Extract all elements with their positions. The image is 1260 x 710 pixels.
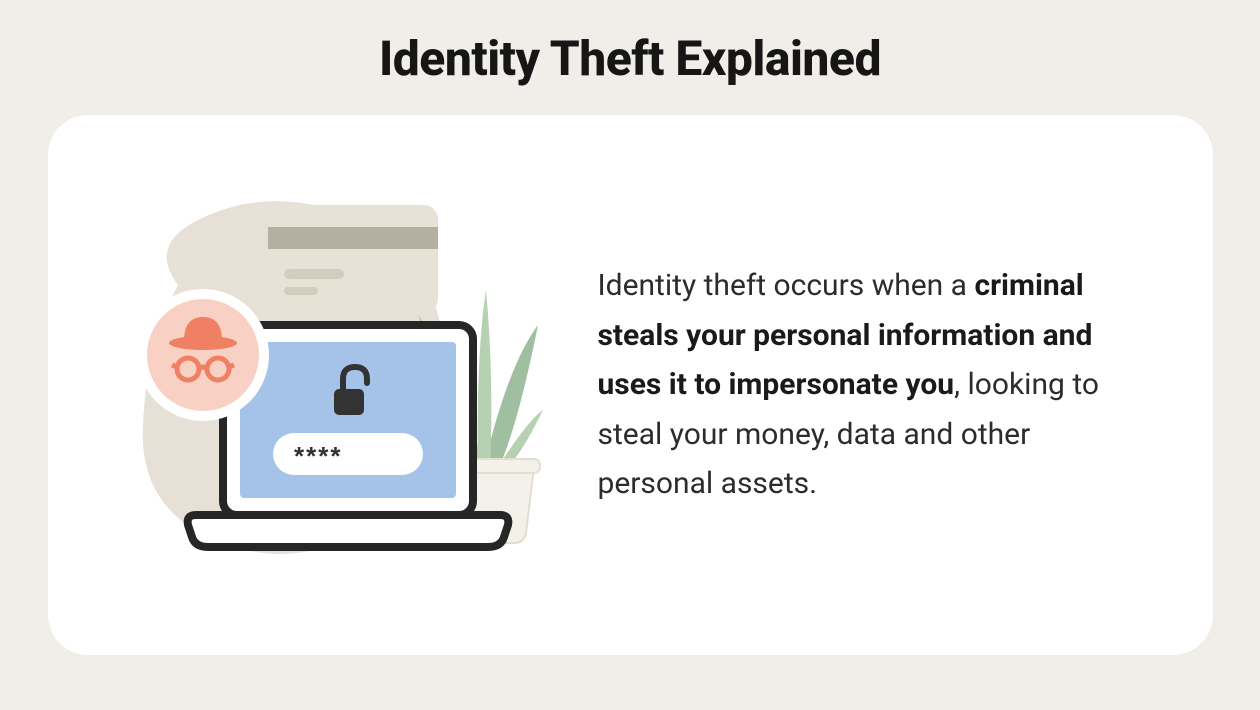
- password-mask-text: ****: [294, 441, 342, 471]
- credit-card-icon: [268, 205, 438, 313]
- password-field-icon: ****: [273, 433, 423, 475]
- body-lead: Identity theft occurs when a: [598, 268, 975, 303]
- infographic-page: Identity Theft Explained: [0, 0, 1260, 710]
- body-paragraph: Identity theft occurs when a criminal st…: [598, 261, 1153, 509]
- content-card: ****: [48, 115, 1213, 655]
- page-title: Identity Theft Explained: [379, 30, 881, 87]
- incognito-badge-icon: [137, 289, 269, 421]
- identity-theft-illustration: ****: [88, 165, 558, 605]
